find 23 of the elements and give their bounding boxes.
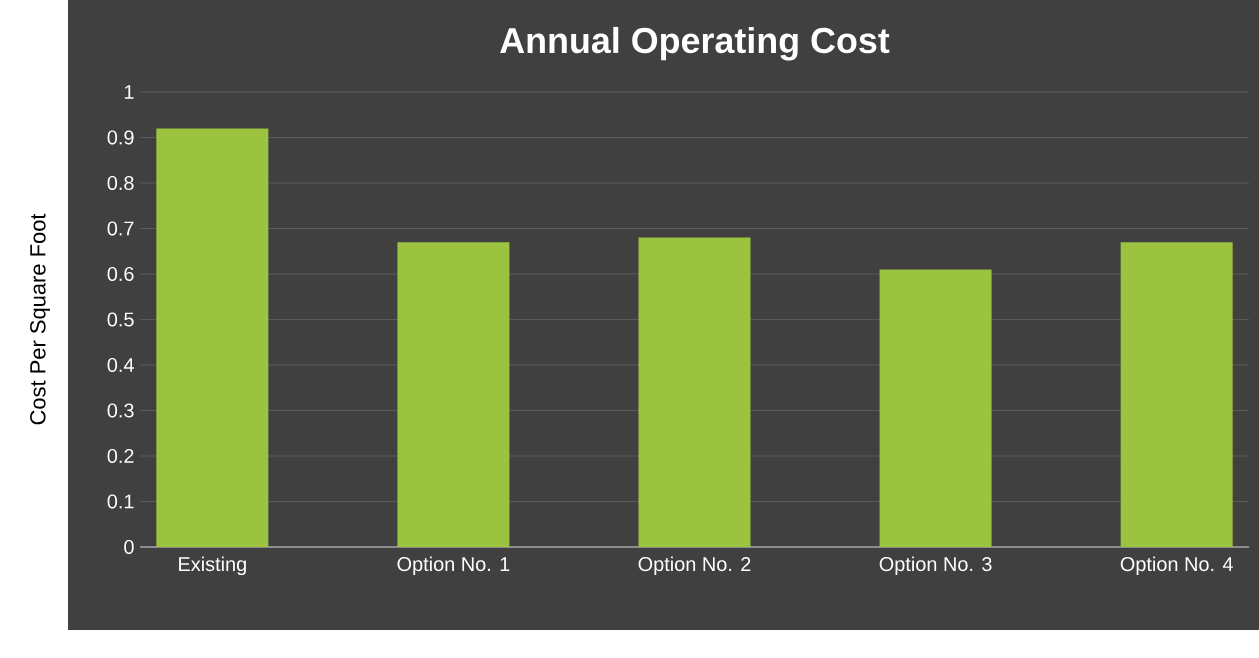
- y-tick-label: 0.1: [107, 494, 134, 509]
- y-axis-title: Cost Per Square Foot: [30, 213, 50, 425]
- y-tick-label: 0.6: [107, 266, 134, 282]
- y-tick-label: 1: [124, 85, 134, 99]
- x-tick-label: Option No. 3: [879, 556, 992, 576]
- bar: [156, 128, 269, 547]
- y-tick-label: 0.2: [107, 448, 134, 464]
- bar: [1120, 242, 1233, 547]
- x-tick-label: Option No. 2: [638, 556, 751, 576]
- y-tick-label: 0.9: [107, 130, 134, 145]
- bar: [638, 237, 751, 547]
- y-tick-label: 0.8: [107, 175, 134, 191]
- bar: [879, 269, 992, 547]
- x-tick-label: Option No. 4: [1120, 556, 1233, 576]
- y-tick-label: 0.5: [107, 312, 134, 327]
- chart-title: Annual Operating Cost: [500, 26, 890, 61]
- y-tick-label: 0.3: [107, 403, 134, 418]
- x-tick-label: Option No. 1: [397, 556, 510, 576]
- x-tick-label: Existing: [179, 556, 246, 576]
- y-tick-label: 0.4: [107, 357, 134, 373]
- bar: [397, 242, 510, 547]
- y-tick-label: 0.7: [107, 221, 134, 236]
- y-tick-label: 0: [124, 539, 134, 555]
